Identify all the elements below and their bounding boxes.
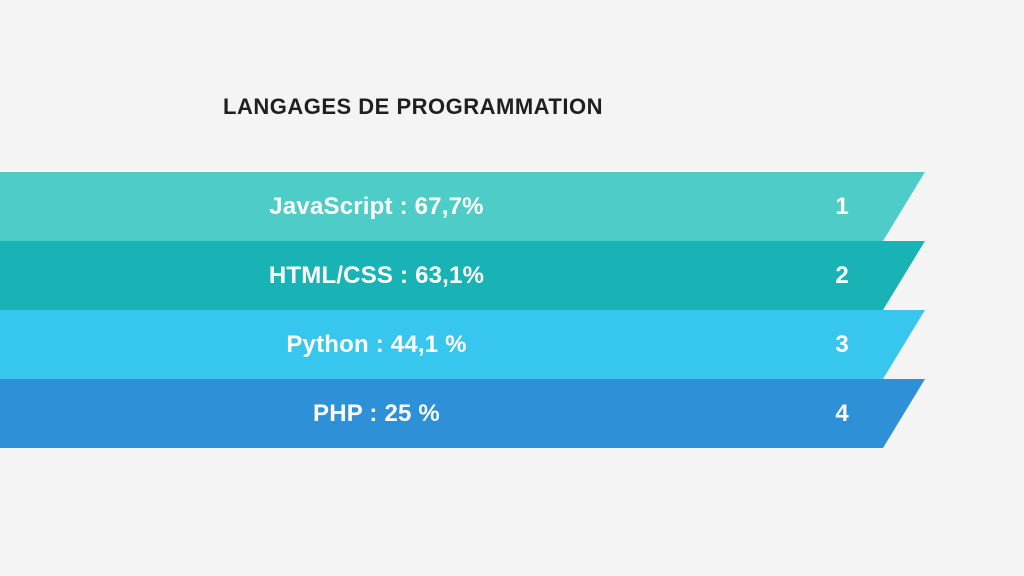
band-label-2: HTML/CSS : 63,1% — [268, 261, 485, 289]
band-3: Python : 44,1 % 3 — [0, 310, 925, 379]
band-rank-2: 2 — [835, 261, 849, 289]
band-rank-1: 1 — [835, 192, 849, 220]
band-rank-4: 4 — [835, 399, 849, 427]
band-label-4: PHP : 25 % — [313, 399, 440, 427]
band-label-1: JavaScript : 67,7% — [269, 192, 484, 220]
band-label-3: Python : 44,1 % — [286, 330, 467, 358]
page-title: LANGAGES DE PROGRAMMATION — [223, 94, 603, 119]
band-rank-3: 3 — [835, 330, 849, 358]
band-1: JavaScript : 67,7% 1 — [0, 172, 925, 241]
band-2: HTML/CSS : 63,1% 2 — [0, 241, 925, 310]
band-4: PHP : 25 % 4 — [0, 379, 925, 448]
